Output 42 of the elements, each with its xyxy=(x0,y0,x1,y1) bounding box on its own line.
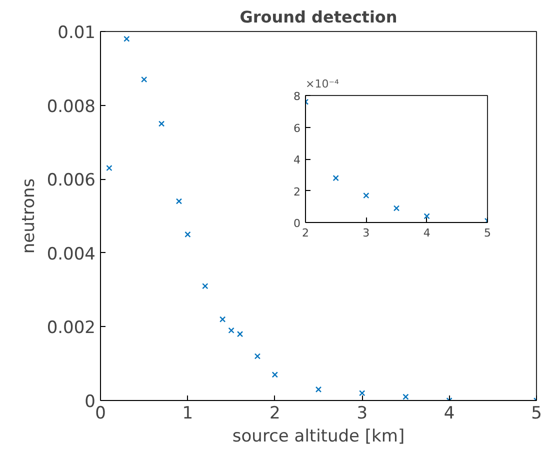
x-tick-label: 2 xyxy=(302,226,309,240)
y-tick-label: 4 xyxy=(294,154,300,166)
y-tick-label: 0.01 xyxy=(58,23,96,43)
point xyxy=(359,390,366,396)
point xyxy=(236,331,244,338)
point xyxy=(393,205,400,212)
chart-title: Ground detection xyxy=(240,8,398,26)
y-tick-label: 0.006 xyxy=(46,170,96,191)
y-tick-label: 6 xyxy=(294,122,300,135)
point xyxy=(124,36,130,42)
point xyxy=(424,213,430,220)
x-tick-label: 4 xyxy=(423,226,430,240)
point xyxy=(158,120,165,127)
y-tick-label: 0.002 xyxy=(46,318,96,338)
y-axis-title: neutrons xyxy=(18,178,39,254)
y-tick-label: 8 xyxy=(294,90,300,103)
point xyxy=(141,76,148,83)
point xyxy=(220,316,226,322)
point xyxy=(228,327,234,334)
x-tick-label: 2 xyxy=(269,404,280,424)
x-axis-title: source altitude [km] xyxy=(232,426,405,446)
point xyxy=(272,372,278,378)
x-tick-label: 5 xyxy=(484,226,491,240)
point xyxy=(176,198,182,204)
x-tick-label: 3 xyxy=(356,404,368,424)
x-tick-label: 3 xyxy=(362,226,370,240)
y-tick-label: 0 xyxy=(294,217,300,230)
x-tick-label: 4 xyxy=(444,404,455,424)
point xyxy=(202,283,208,290)
x-tick-label: 5 xyxy=(531,404,542,424)
point xyxy=(184,231,191,238)
y-tick-label: 0.008 xyxy=(46,96,96,117)
point xyxy=(254,353,261,360)
y-tick-label: 0.004 xyxy=(46,244,96,264)
annotation: ×10⁻⁴ xyxy=(306,78,340,90)
x-tick-label: 1 xyxy=(182,404,194,424)
point xyxy=(402,394,409,400)
point xyxy=(106,164,112,172)
y-tick-label: 2 xyxy=(294,185,300,198)
point xyxy=(315,386,322,393)
point xyxy=(363,192,370,199)
point xyxy=(332,174,339,182)
